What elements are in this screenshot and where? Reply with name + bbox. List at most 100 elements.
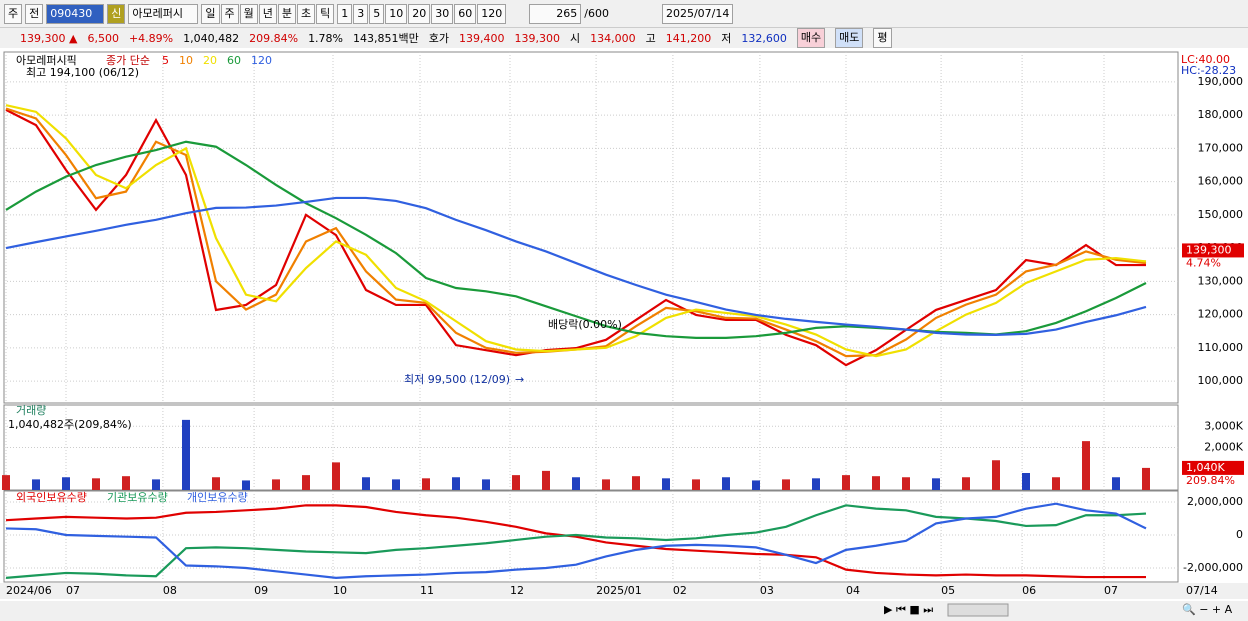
stock-name: 아모레퍼시 [128, 3, 199, 24]
current-change: 4.74% [1186, 256, 1221, 269]
x-tick-label: 06 [1022, 584, 1036, 597]
period-button[interactable]: 주 [220, 3, 239, 24]
y-tick-label: 130,000 [1198, 274, 1244, 287]
vol-ratio: 209.84% [249, 31, 299, 45]
volume-bar [1052, 477, 1060, 490]
high-annotation: 최고 194,100 (06/12) [26, 66, 139, 79]
volume-bar [782, 479, 790, 490]
interval[interactable]: 주 [4, 3, 23, 24]
x-tick-label: 2024/06 [6, 584, 52, 597]
panel-subtitle: 1,040,482주(209,84%) [8, 418, 132, 431]
current-label: 139,300 [1186, 243, 1232, 256]
unit-button[interactable]: 5 [369, 3, 385, 24]
volume-bar [812, 478, 820, 490]
volume-bar [422, 478, 430, 490]
y-tick-label: 110,000 [1198, 341, 1244, 354]
volume-bar [632, 476, 640, 490]
scroll-thumb[interactable] [947, 603, 1009, 617]
panel-title: 거래량 [16, 404, 46, 417]
volume-bar [212, 477, 220, 490]
unit-button[interactable]: 30 [431, 3, 454, 24]
x-current-label: 07/14 [1186, 584, 1218, 597]
current-box [1182, 460, 1244, 475]
sell-button[interactable]: 매도 [835, 28, 864, 48]
volume-bar [122, 476, 130, 490]
period-button[interactable]: 초 [297, 3, 316, 24]
unit-button[interactable]: 60 [454, 3, 477, 24]
y-tick-label: 150,000 [1198, 208, 1244, 221]
low: 132,600 [741, 31, 787, 45]
unit-button[interactable]: 1 [337, 3, 353, 24]
date-axis-bg [0, 583, 1248, 599]
unit-button[interactable]: 3 [353, 3, 369, 24]
buy-button[interactable]: 매수 [796, 28, 826, 48]
volume-bar [572, 477, 580, 490]
x-tick-label: 07 [1104, 584, 1118, 597]
bid: 139,300 [514, 31, 561, 45]
period-button[interactable]: 분 [277, 3, 296, 24]
chart-bg [0, 50, 1248, 601]
x-tick-label: 04 [846, 584, 860, 597]
code-input[interactable]: 090430 [46, 3, 105, 24]
quote-bar: 139,300 ▲ 6,500 +4.89% 1,040,482 209.84%… [0, 28, 1248, 48]
volume-bar [1112, 477, 1120, 490]
y-tick-label: 190,000 [1198, 75, 1244, 88]
high: 141,200 [665, 31, 712, 45]
count-max: /600 [584, 7, 609, 20]
volume-bar [1022, 473, 1030, 490]
series-line [5, 504, 1146, 579]
open: 134,000 [590, 31, 636, 45]
x-tick-label: 09 [254, 584, 268, 597]
legend-entry: 10 [179, 54, 193, 67]
legend-entry: 개인보유수량 [187, 491, 248, 504]
holdings-panel [3, 490, 1179, 583]
volume-bar [92, 478, 100, 490]
volume-bar [692, 479, 700, 490]
panel-title: 아모레퍼시픽 [16, 54, 77, 67]
prev[interactable]: 전 [25, 3, 44, 24]
unit-button[interactable]: 120 [477, 3, 507, 24]
volume-bar [902, 477, 910, 490]
volume-bar [362, 477, 370, 490]
zoom-buttons[interactable]: 🔍 − + A [1182, 602, 1233, 616]
period-button[interactable]: 월 [239, 3, 258, 24]
x-tick-label: 2025/01 [596, 584, 642, 597]
volume-bar [182, 419, 190, 490]
ask: 139,400 [459, 31, 505, 45]
series-line [5, 140, 1147, 339]
volume-bar [1142, 467, 1150, 490]
volume-bar [32, 479, 40, 490]
volume-bar [332, 462, 340, 490]
scroll-buttons[interactable]: ▶ ⏮ ■ ⏭ [884, 603, 933, 616]
avg-button[interactable]: 평 [873, 28, 892, 48]
unit-button[interactable]: 20 [408, 3, 431, 24]
period-button[interactable]: 일 [201, 3, 220, 24]
x-tick-label: 12 [510, 584, 524, 597]
badge[interactable]: 신 [107, 3, 126, 24]
price: 139,300 ▲ [20, 31, 78, 45]
date[interactable]: 2025/07/14 [661, 3, 734, 24]
period-button[interactable]: 틱 [316, 3, 335, 24]
volume-bar [392, 479, 400, 490]
volume-bar [512, 475, 520, 490]
count[interactable]: 265 [529, 3, 582, 24]
x-tick-label: 03 [760, 584, 774, 597]
amount: 143,851백만 [353, 32, 419, 45]
series-line [5, 504, 1147, 579]
unit-button[interactable]: 10 [385, 3, 408, 24]
scale-label: HC:-28.23 [1181, 64, 1236, 77]
volume-bar [752, 480, 760, 490]
y-tick-label: 170,000 [1198, 141, 1244, 154]
volume-bar [1082, 441, 1090, 490]
series-line [5, 196, 1147, 336]
volume-bar [842, 475, 850, 490]
volume-bar [992, 460, 1000, 490]
x-tick-label: 02 [673, 584, 687, 597]
volume-bar [482, 479, 490, 490]
legend-entry: 외국인보유수량 [16, 491, 87, 504]
low-annotation: 최저 99,500 (12/09) [404, 373, 510, 386]
scrollbar[interactable] [0, 601, 1248, 621]
period-button[interactable]: 년 [258, 3, 277, 24]
